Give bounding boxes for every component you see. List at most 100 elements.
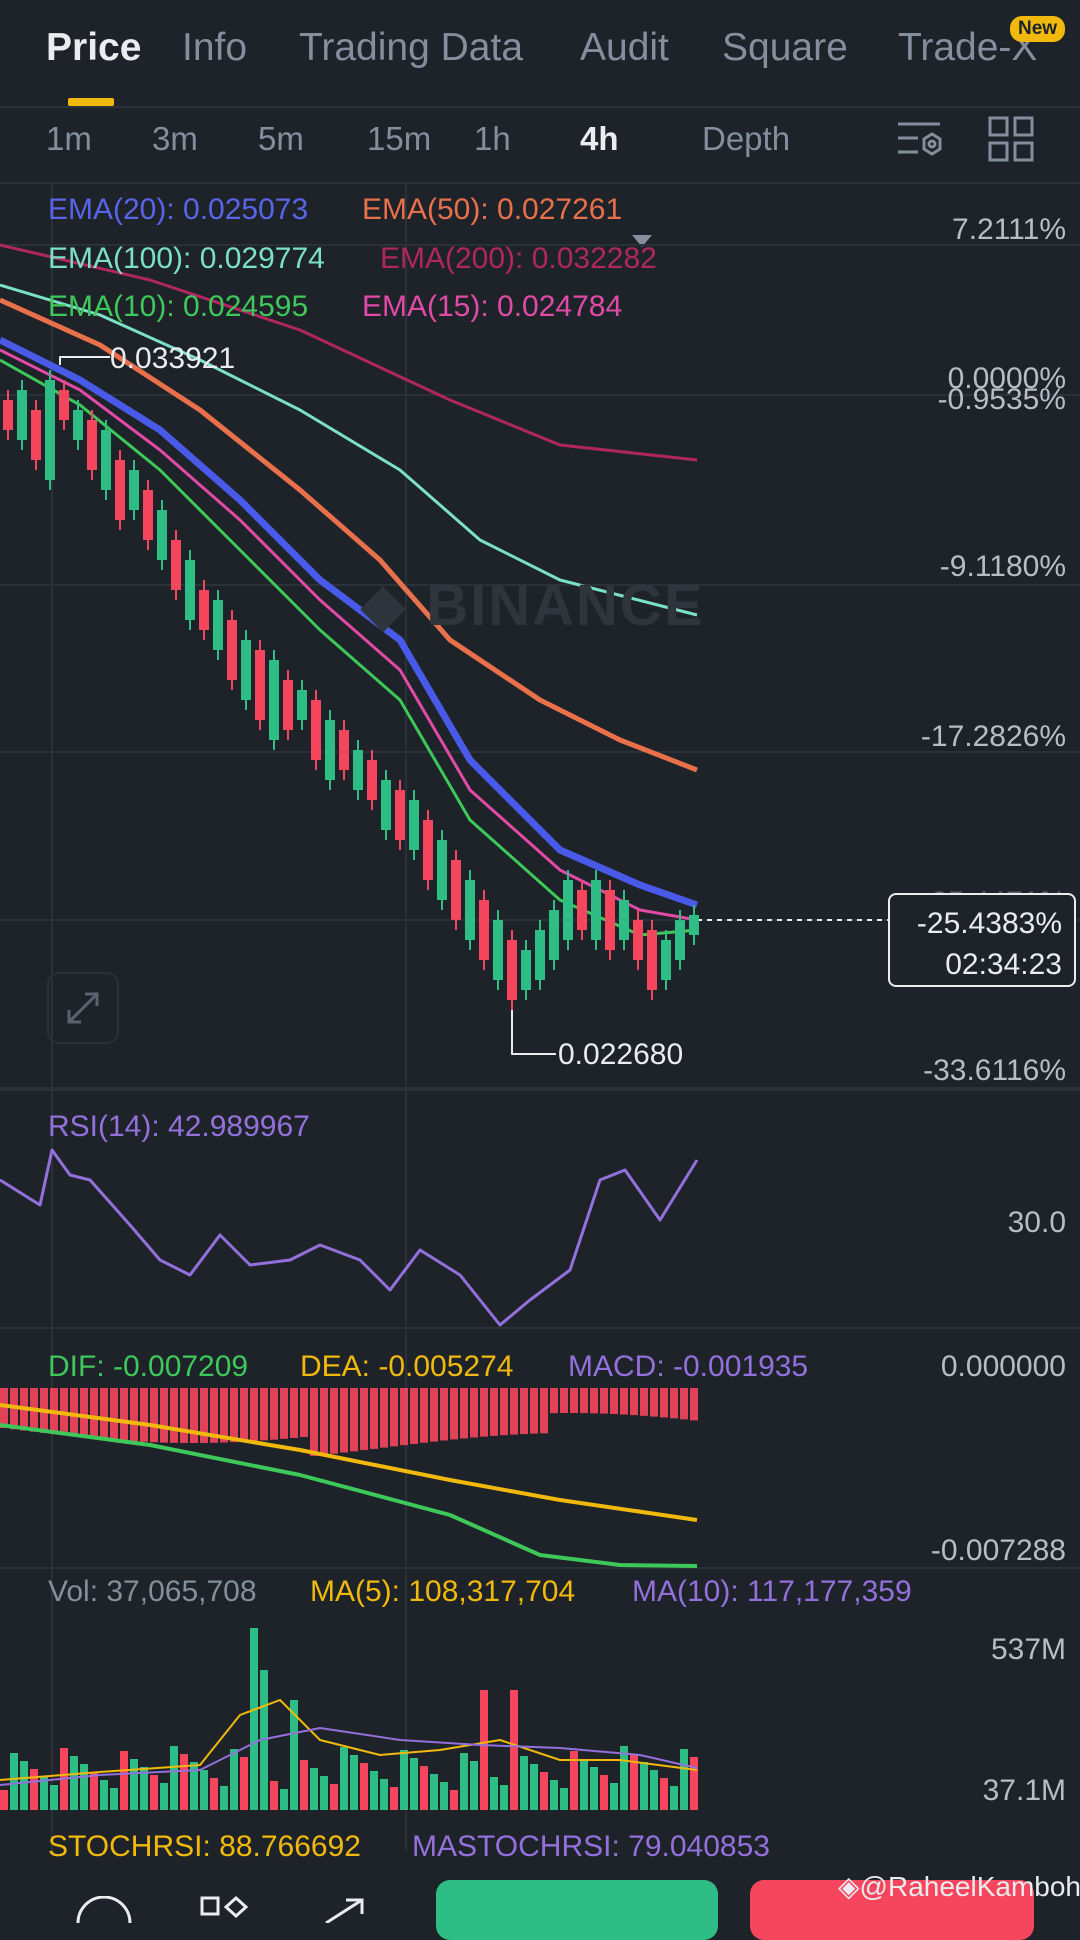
macd-histogram-bar: [370, 1388, 378, 1449]
tab-info[interactable]: Info: [182, 26, 248, 69]
bottom-action-bar: ◈@RaheelKamboh: [0, 1860, 1080, 1940]
candle-body: [451, 860, 461, 920]
volume-bar: [610, 1783, 618, 1810]
macd-histogram-bar: [510, 1388, 518, 1435]
volume-bar: [20, 1761, 28, 1810]
expand-icon: [67, 992, 99, 1024]
tab-square[interactable]: Square: [722, 26, 848, 69]
price-chart[interactable]: [0, 184, 1080, 1854]
macd-histogram-bar: [680, 1388, 688, 1420]
binance-logo-icon: ◈: [838, 1871, 860, 1902]
candle-body: [493, 920, 503, 980]
volume-bar: [690, 1757, 698, 1810]
axis-label: -9.1180%: [939, 550, 1066, 583]
user-watermark: ◈@RaheelKamboh: [838, 1871, 1080, 1902]
candle-body: [283, 680, 293, 730]
active-tab-indicator: [68, 98, 114, 106]
interval-1h[interactable]: 1h: [474, 120, 511, 157]
macd-histogram-bar: [590, 1388, 598, 1414]
macd-histogram-bar: [640, 1388, 648, 1416]
volume-bar: [580, 1759, 588, 1810]
volume-bar: [230, 1749, 238, 1810]
macd-histogram-bar: [580, 1388, 588, 1414]
fullscreen-button[interactable]: [47, 972, 119, 1044]
apps-icon[interactable]: [200, 1896, 252, 1923]
chevron-down-icon[interactable]: [632, 235, 652, 249]
volume-bar: [140, 1767, 148, 1810]
macd-histogram-bar: [180, 1388, 188, 1443]
macd-histogram-bar: [620, 1388, 628, 1415]
candle-body: [479, 900, 489, 960]
volume-bar: [120, 1751, 128, 1810]
axis-label: 0.0000%: [947, 362, 1066, 395]
tab-audit[interactable]: Audit: [580, 26, 669, 69]
ema50-legend: EMA(50): 0.027261: [362, 193, 623, 226]
macd-histogram-bar: [500, 1388, 508, 1436]
volume-legend: Vol: 37,065,708: [48, 1575, 257, 1608]
volume-bar: [450, 1790, 458, 1810]
candle-body: [381, 780, 391, 830]
volume-bar: [430, 1774, 438, 1810]
macd-histogram-bar: [690, 1388, 698, 1421]
high-price-label: 0.033921: [110, 342, 236, 375]
layout-grid-icon[interactable]: [988, 116, 1034, 162]
interval-15m[interactable]: 15m: [367, 120, 432, 157]
macd-histogram-bar: [320, 1388, 328, 1455]
candle-body: [535, 930, 545, 980]
volume-bar: [530, 1764, 538, 1810]
countdown-timer: 02:34:23: [945, 948, 1062, 981]
more-icon[interactable]: [76, 1896, 132, 1923]
volume-bar: [420, 1766, 428, 1810]
volume-bar: [40, 1777, 48, 1810]
chart-settings-icon[interactable]: [896, 118, 944, 162]
macd-histogram-bar: [470, 1388, 478, 1438]
low-callout-line: [511, 1000, 556, 1055]
ema20-line: [0, 336, 699, 909]
candle-body: [241, 640, 251, 700]
macd-histogram-bar: [650, 1388, 658, 1417]
macd-histogram-bar: [570, 1388, 578, 1414]
macd-histogram-bar: [420, 1388, 428, 1443]
volume-bar: [640, 1762, 648, 1810]
volume-ma10-legend: MA(10): 117,177,359: [632, 1575, 912, 1608]
interval-depth[interactable]: Depth: [702, 120, 791, 157]
ema20-legend: EMA(20): 0.025073: [48, 193, 309, 226]
volume-bar: [650, 1770, 658, 1810]
macd-histogram-bar: [130, 1388, 138, 1442]
volume-bar: [200, 1770, 208, 1810]
candle-body: [409, 800, 419, 850]
interval-3m[interactable]: 3m: [152, 120, 198, 157]
volume-bar: [160, 1783, 168, 1810]
candle-body: [115, 460, 125, 520]
volume-bar: [440, 1782, 448, 1810]
volume-bar: [110, 1788, 118, 1810]
share-icon[interactable]: [322, 1896, 368, 1923]
volume-bar: [470, 1761, 478, 1810]
candle-body: [619, 900, 629, 940]
candle-body: [367, 760, 377, 800]
interval-4h[interactable]: 4h: [580, 120, 619, 157]
tab-price[interactable]: Price: [46, 26, 142, 69]
volume-bar: [340, 1747, 348, 1810]
dif-legend: DIF: -0.007209: [48, 1350, 249, 1383]
macd-histogram-bar: [340, 1388, 348, 1453]
macd-histogram-bar: [490, 1388, 498, 1436]
macd-histogram-bar: [190, 1388, 198, 1443]
interval-5m[interactable]: 5m: [258, 120, 304, 157]
volume-bar: [570, 1751, 578, 1810]
rsi-line: [0, 1148, 699, 1327]
interval-1m[interactable]: 1m: [46, 120, 92, 157]
macd-histogram-bar: [170, 1388, 178, 1443]
candle-body: [171, 540, 181, 590]
tab-trading-data[interactable]: Trading Data: [299, 26, 524, 69]
volume-bar: [660, 1778, 668, 1810]
volume-bar: [390, 1787, 398, 1810]
volume-ma5-legend: MA(5): 108,317,704: [310, 1575, 576, 1608]
axis-label: -0.9535%: [937, 383, 1066, 416]
volume-bar: [240, 1757, 248, 1810]
macd-histogram-bar: [210, 1388, 218, 1443]
macd-histogram-bar: [410, 1388, 418, 1444]
axis-label: -17.2826%: [920, 720, 1066, 753]
volume-bar: [540, 1772, 548, 1810]
buy-button[interactable]: [436, 1880, 718, 1940]
